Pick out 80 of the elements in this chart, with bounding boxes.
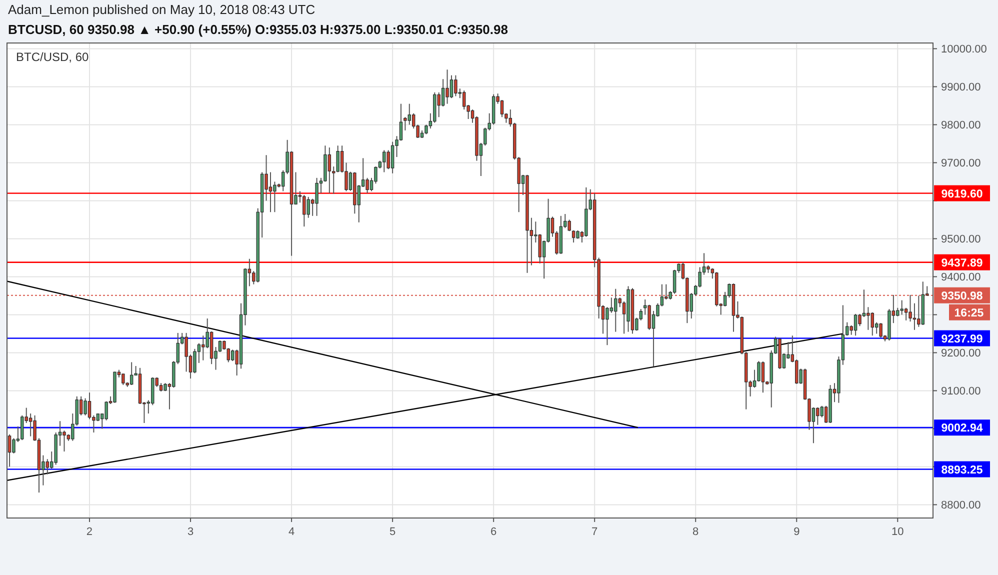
x-tick-label: 10 [892,526,904,538]
candlestick [437,92,440,118]
candlestick [231,349,234,362]
x-tick-label: 9 [794,526,800,538]
x-tick-label: 7 [592,526,598,538]
text: BTC/USD, 60 [16,50,90,64]
candlestick [568,219,571,232]
y-tick-label: 9200.00 [941,348,981,360]
candlestick [500,100,504,118]
candlestick [454,74,458,97]
candlestick [900,300,904,316]
y-tick-label: 9700.00 [941,158,981,170]
candlestick [866,306,870,330]
candlestick [761,360,765,394]
candlestick [46,458,50,475]
candlestick [908,294,912,322]
text: Adam_Lemon published on May 10, 2018 08:43 UTC [8,2,316,17]
ref-line-label: 9350.98 [941,290,984,302]
ref-line-label: 9002.94 [941,422,984,435]
candlestick [538,234,542,264]
x-tick-label: 3 [187,526,194,538]
y-tick-label: 9100.00 [941,386,981,398]
x-tick-label: 4 [288,526,295,538]
candlestick [606,306,609,346]
y-tick-label: 9400.00 [941,272,981,284]
candlestick [328,147,332,194]
candlestick [816,406,820,426]
y-tick-label: 8800.00 [941,500,981,512]
candlestick [62,430,66,452]
candlestick [450,74,454,99]
y-tick-label: 10000.00 [941,44,987,56]
candlestick [879,322,882,338]
candlestick [390,141,394,174]
ref-line-label: 9437.89 [941,257,983,270]
candlestick [193,348,196,374]
candlestick [408,103,411,126]
candlestick [904,307,908,321]
candlestick [84,398,87,416]
candlestick [12,438,16,454]
candlestick [20,414,24,441]
candlestick [184,332,188,372]
ref-line-label: 9237.99 [941,333,983,346]
candlestick [462,90,466,110]
ref-line-label: 8893.25 [941,464,984,476]
candlestick [28,413,32,437]
ref-line-label: 9619.60 [941,188,983,200]
text: 16:25 [954,307,984,320]
candlestick [446,69,449,104]
candlestick [424,124,428,135]
candlestick [382,150,386,173]
candlestick [273,181,276,213]
candlestick [306,196,310,218]
candlestick [386,150,390,170]
candlestick [614,288,618,332]
chart-subtitle: BTCUSD, 60 9350.98 ▲ +50.90 (+0.55%) O:9355.03 H:9375.00 L:9350.01 C:9350.98 [8,22,508,37]
candlestick [917,295,920,328]
candlestick [104,400,108,421]
x-tick-label: 2 [86,526,93,538]
candlestick [870,312,874,336]
candlestick [336,145,340,173]
candlestick [202,335,205,361]
candlestick [315,177,318,216]
x-tick-label: 6 [490,526,497,538]
y-tick-label: 9500.00 [941,234,981,246]
candlestick [854,313,858,336]
candlestick [302,194,306,228]
candlestick [268,172,272,213]
candlestick [441,78,445,107]
candlestick [122,373,125,386]
y-tick-label: 9900.00 [941,82,981,94]
candlestick [648,304,651,330]
x-tick-label: 5 [389,526,396,538]
candlestick [366,177,369,194]
candlestick [404,116,407,131]
candlestick [130,362,134,386]
candlestick [858,313,862,327]
candlestick [572,230,576,243]
y-tick-label: 9800.00 [941,120,981,132]
x-tick-label: 8 [692,526,699,538]
candlestick [88,392,92,420]
